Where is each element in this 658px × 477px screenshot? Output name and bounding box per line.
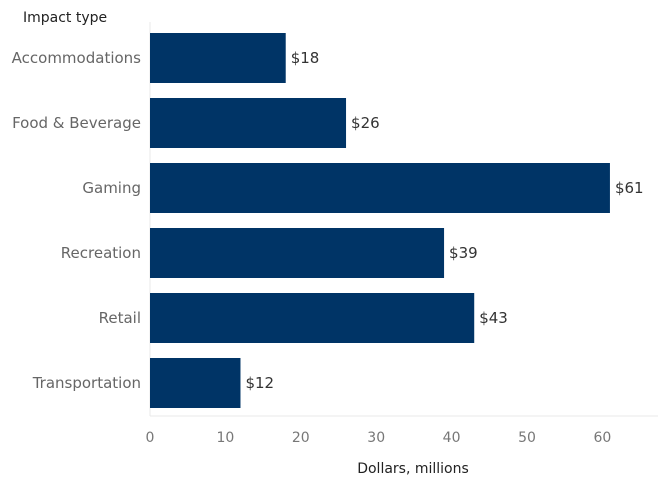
data-label: $39	[449, 244, 478, 262]
data-label: $12	[245, 374, 274, 392]
row-header-label: Impact type	[23, 10, 107, 26]
x-tick-label: 40	[443, 430, 461, 446]
category-label: Accommodations	[12, 49, 142, 67]
category-label: Food & Beverage	[12, 114, 141, 132]
bar	[150, 293, 475, 343]
data-label: $26	[351, 114, 380, 132]
bar	[150, 163, 610, 213]
category-label: Recreation	[61, 244, 141, 262]
x-tick-label: 60	[593, 430, 611, 446]
bar	[150, 98, 347, 148]
bar	[150, 358, 241, 408]
bar	[150, 33, 286, 83]
x-tick-label: 0	[146, 430, 155, 446]
x-tick-label: 50	[518, 430, 536, 446]
x-tick-label: 30	[367, 430, 385, 446]
data-label: $61	[615, 179, 644, 197]
category-label: Transportation	[32, 374, 141, 392]
bar	[150, 228, 445, 278]
x-axis-title: Dollars, millions	[357, 461, 469, 477]
x-tick-label: 10	[216, 430, 234, 446]
data-label: $18	[291, 49, 320, 67]
category-label: Retail	[99, 309, 141, 327]
category-label: Gaming	[82, 179, 141, 197]
x-tick-label: 20	[292, 430, 310, 446]
data-label: $43	[479, 309, 508, 327]
